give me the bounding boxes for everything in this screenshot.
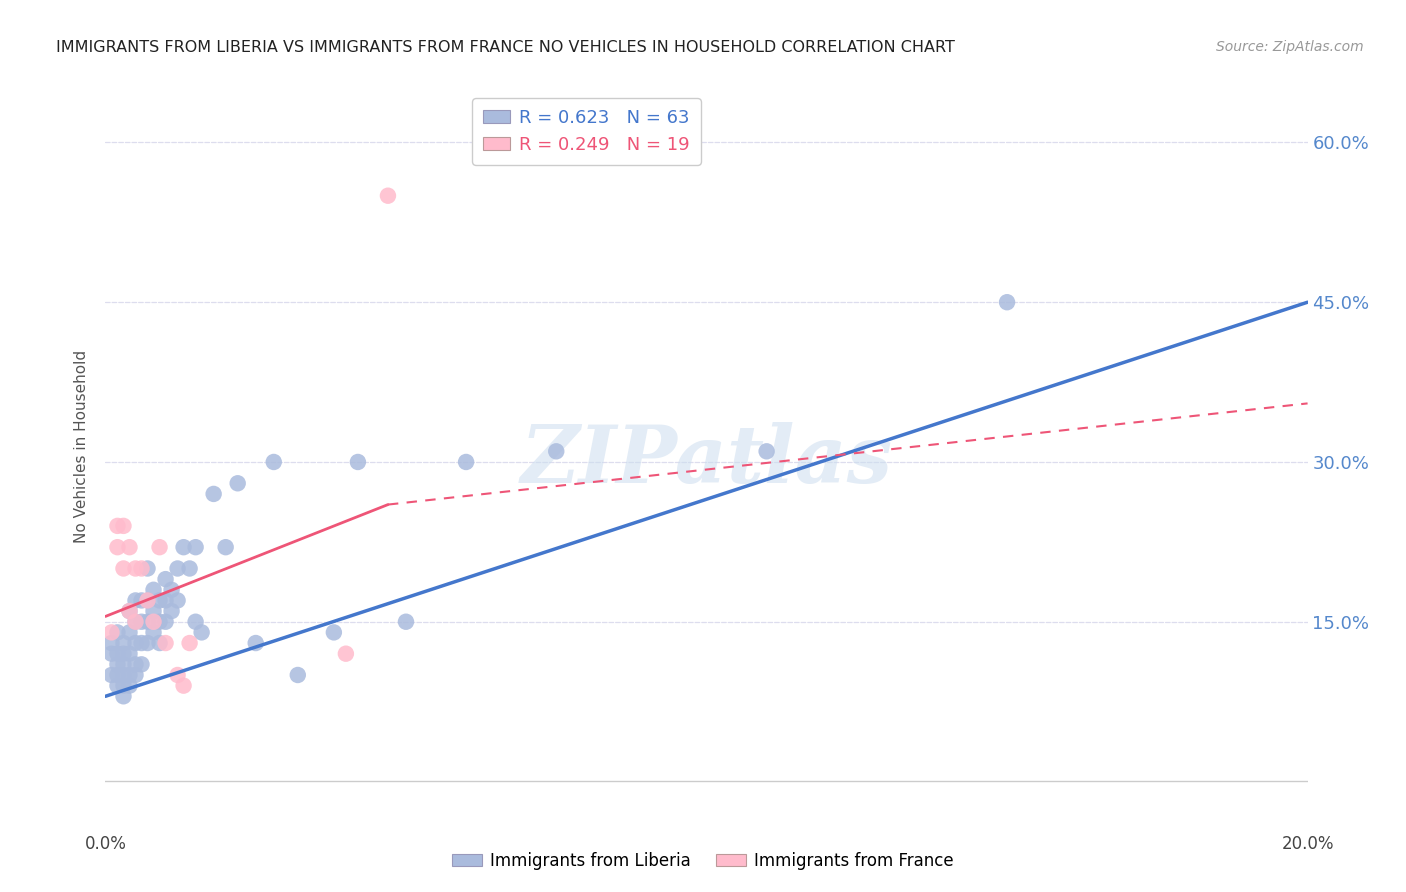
- Point: [166, 561, 188, 575]
- Legend: R = 0.623   N = 63, R = 0.249   N = 19: R = 0.623 N = 63, R = 0.249 N = 19: [472, 98, 700, 165]
- Point: [148, 615, 170, 629]
- Point: [131, 636, 153, 650]
- Point: [995, 295, 1018, 310]
- Point: [184, 540, 207, 554]
- Point: [100, 625, 122, 640]
- Text: 20.0%: 20.0%: [1281, 835, 1334, 853]
- Point: [155, 636, 177, 650]
- Point: [118, 625, 141, 640]
- Point: [155, 615, 177, 629]
- Y-axis label: No Vehicles in Household: No Vehicles in Household: [75, 350, 90, 542]
- Point: [136, 561, 159, 575]
- Point: [347, 455, 370, 469]
- Text: ZIPatlas: ZIPatlas: [520, 422, 893, 499]
- Point: [287, 668, 309, 682]
- Point: [142, 615, 165, 629]
- Point: [124, 615, 146, 629]
- Point: [160, 582, 183, 597]
- Point: [214, 540, 236, 554]
- Point: [148, 540, 170, 554]
- Point: [112, 561, 135, 575]
- Point: [112, 668, 135, 682]
- Text: IMMIGRANTS FROM LIBERIA VS IMMIGRANTS FROM FRANCE NO VEHICLES IN HOUSEHOLD CORRE: IMMIGRANTS FROM LIBERIA VS IMMIGRANTS FR…: [56, 40, 955, 55]
- Point: [107, 657, 129, 672]
- Point: [226, 476, 249, 491]
- Point: [173, 540, 195, 554]
- Point: [124, 657, 146, 672]
- Point: [155, 593, 177, 607]
- Point: [124, 615, 146, 629]
- Point: [131, 615, 153, 629]
- Point: [148, 593, 170, 607]
- Point: [335, 647, 357, 661]
- Point: [118, 647, 141, 661]
- Point: [131, 593, 153, 607]
- Point: [112, 636, 135, 650]
- Point: [166, 668, 188, 682]
- Point: [166, 593, 188, 607]
- Point: [131, 657, 153, 672]
- Point: [124, 561, 146, 575]
- Point: [100, 647, 122, 661]
- Point: [179, 636, 201, 650]
- Point: [322, 625, 344, 640]
- Point: [454, 455, 477, 469]
- Point: [100, 636, 122, 650]
- Point: [107, 668, 129, 682]
- Text: 0.0%: 0.0%: [84, 835, 127, 853]
- Point: [112, 519, 135, 533]
- Point: [136, 593, 159, 607]
- Point: [124, 593, 146, 607]
- Point: [118, 679, 141, 693]
- Point: [118, 668, 141, 682]
- Point: [160, 604, 183, 618]
- Legend: Immigrants from Liberia, Immigrants from France: Immigrants from Liberia, Immigrants from…: [446, 846, 960, 877]
- Point: [107, 647, 129, 661]
- Point: [107, 625, 129, 640]
- Point: [100, 668, 122, 682]
- Point: [107, 519, 129, 533]
- Point: [131, 561, 153, 575]
- Point: [202, 487, 225, 501]
- Point: [755, 444, 778, 458]
- Point: [263, 455, 285, 469]
- Point: [136, 615, 159, 629]
- Point: [184, 615, 207, 629]
- Point: [179, 561, 201, 575]
- Point: [155, 572, 177, 586]
- Text: Source: ZipAtlas.com: Source: ZipAtlas.com: [1216, 40, 1364, 54]
- Point: [395, 615, 418, 629]
- Point: [546, 444, 568, 458]
- Point: [107, 540, 129, 554]
- Point: [142, 604, 165, 618]
- Point: [377, 188, 399, 202]
- Point: [112, 647, 135, 661]
- Point: [118, 540, 141, 554]
- Point: [245, 636, 267, 650]
- Point: [148, 636, 170, 650]
- Point: [112, 690, 135, 704]
- Point: [124, 668, 146, 682]
- Point: [190, 625, 212, 640]
- Point: [136, 636, 159, 650]
- Point: [142, 582, 165, 597]
- Point: [107, 679, 129, 693]
- Point: [142, 625, 165, 640]
- Point: [173, 679, 195, 693]
- Point: [118, 604, 141, 618]
- Point: [112, 679, 135, 693]
- Point: [124, 636, 146, 650]
- Point: [136, 593, 159, 607]
- Point: [118, 604, 141, 618]
- Point: [112, 657, 135, 672]
